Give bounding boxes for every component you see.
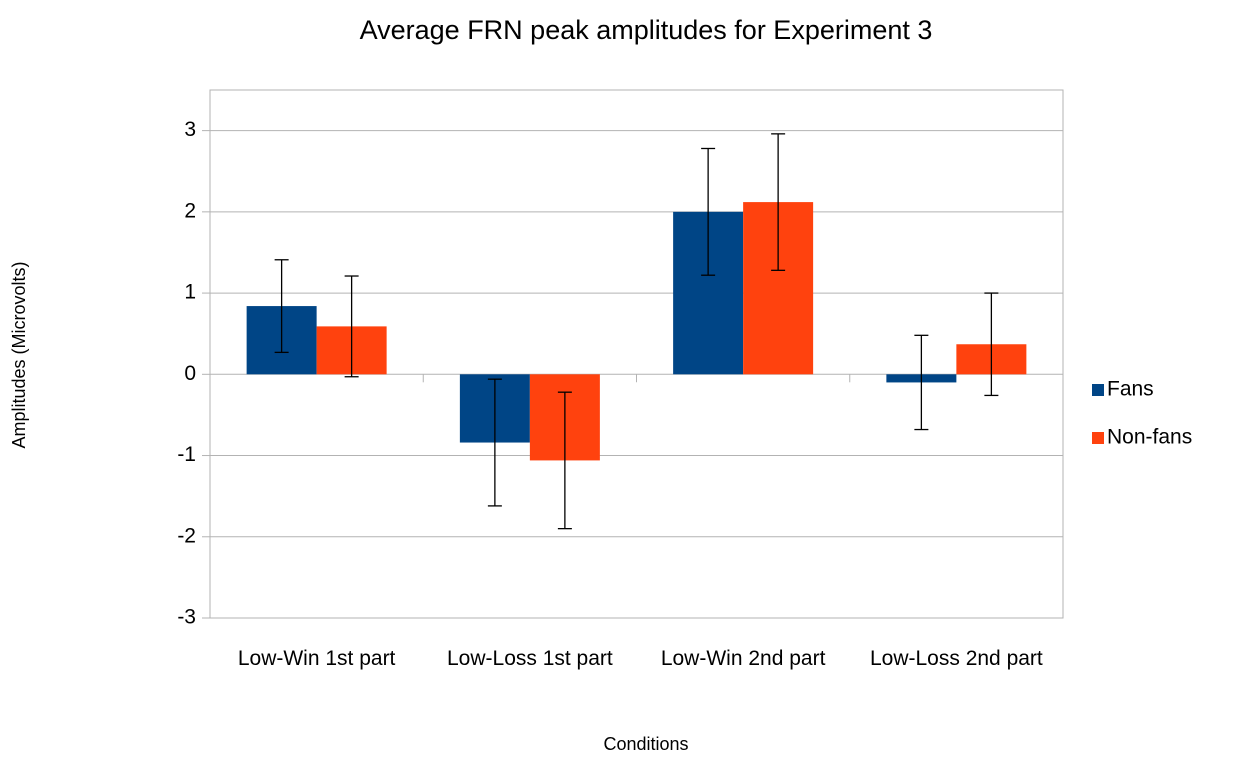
x-tick-label: Low-Loss 2nd part: [869, 647, 1043, 670]
legend-swatch: [1092, 432, 1104, 444]
x-tick-label: Low-Loss 1st part: [447, 647, 613, 670]
y-tick-label: -1: [177, 443, 196, 466]
x-axis-label: Conditions: [603, 734, 688, 754]
y-tick-label: 2: [184, 199, 196, 222]
x-tick-label: Low-Win 1st part: [237, 647, 396, 670]
y-tick-label: -2: [177, 524, 196, 547]
legend-swatch: [1092, 384, 1104, 396]
chart-title: Average FRN peak amplitudes for Experime…: [360, 15, 933, 45]
y-tick-label: 3: [184, 118, 196, 141]
x-tick-label: Low-Win 2nd part: [660, 647, 826, 670]
y-tick-label: -3: [177, 606, 196, 629]
y-tick-label: 1: [184, 281, 196, 304]
legend-label: Fans: [1107, 378, 1154, 401]
y-tick-label: 0: [184, 362, 196, 385]
legend-label: Non-fans: [1107, 426, 1192, 449]
y-axis-label: Amplitudes (Microvolts): [9, 261, 29, 448]
